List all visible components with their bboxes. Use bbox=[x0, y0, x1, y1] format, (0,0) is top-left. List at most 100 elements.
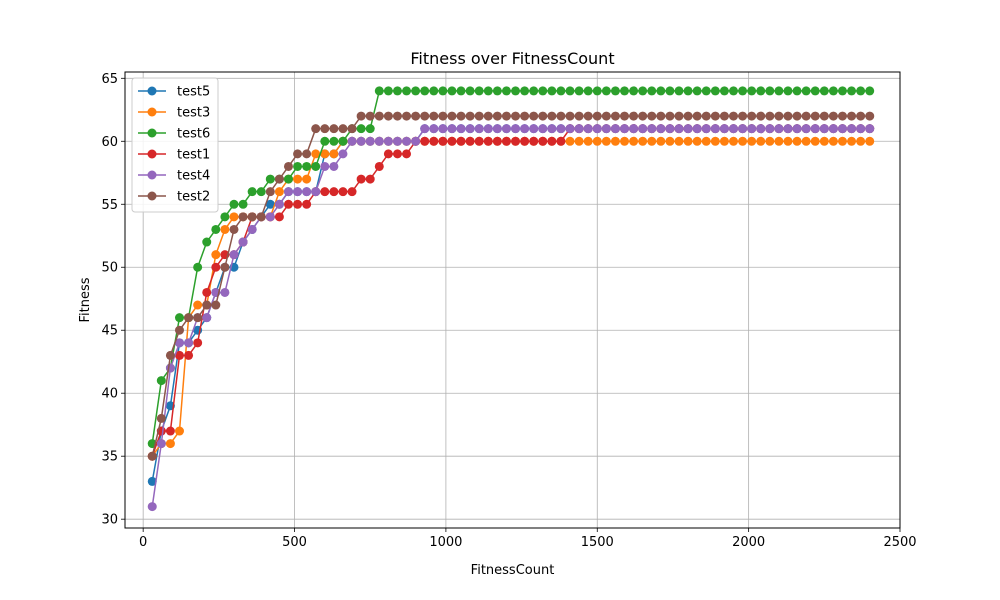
data-point-test1 bbox=[501, 136, 511, 146]
data-point-test6 bbox=[392, 86, 402, 96]
data-point-test3 bbox=[674, 136, 684, 146]
data-point-test6 bbox=[801, 86, 811, 96]
data-point-test6 bbox=[238, 199, 248, 209]
data-point-test1 bbox=[174, 350, 184, 360]
data-point-test4 bbox=[738, 124, 748, 134]
data-point-test6 bbox=[483, 86, 493, 96]
data-point-test3 bbox=[165, 439, 175, 449]
data-point-test6 bbox=[302, 161, 312, 171]
y-tick-label: 55 bbox=[101, 198, 118, 213]
data-point-test6 bbox=[211, 224, 221, 234]
data-point-test3 bbox=[174, 426, 184, 436]
data-point-test3 bbox=[692, 136, 702, 146]
data-point-test2 bbox=[810, 111, 820, 121]
data-point-test4 bbox=[411, 136, 421, 146]
data-point-test4 bbox=[629, 124, 639, 134]
data-point-test6 bbox=[647, 86, 657, 96]
data-point-test2 bbox=[710, 111, 720, 121]
data-point-test3 bbox=[774, 136, 784, 146]
data-point-test4 bbox=[747, 124, 757, 134]
data-point-test1 bbox=[356, 174, 366, 184]
data-point-test2 bbox=[147, 451, 157, 461]
data-point-test1 bbox=[347, 187, 357, 197]
legend-label: test2 bbox=[177, 190, 210, 205]
data-point-test2 bbox=[592, 111, 602, 121]
data-point-test4 bbox=[274, 199, 284, 209]
data-point-test4 bbox=[520, 124, 530, 134]
data-point-test1 bbox=[420, 136, 430, 146]
data-point-test3 bbox=[701, 136, 711, 146]
data-point-test2 bbox=[465, 111, 475, 121]
data-point-test6 bbox=[728, 86, 738, 96]
data-point-test5 bbox=[265, 199, 275, 209]
data-point-test2 bbox=[392, 111, 402, 121]
data-point-test3 bbox=[620, 136, 630, 146]
data-point-test6 bbox=[656, 86, 666, 96]
data-point-test6 bbox=[429, 86, 439, 96]
data-point-test1 bbox=[529, 136, 539, 146]
data-point-test4 bbox=[174, 338, 184, 348]
data-point-test4 bbox=[565, 124, 575, 134]
grid bbox=[125, 72, 901, 528]
data-point-test2 bbox=[374, 111, 384, 121]
x-tick-label: 1500 bbox=[581, 535, 614, 550]
data-point-test3 bbox=[229, 212, 239, 222]
data-point-test2 bbox=[765, 111, 775, 121]
data-point-test4 bbox=[302, 187, 312, 197]
data-point-test4 bbox=[438, 124, 448, 134]
y-tick-label: 60 bbox=[101, 135, 118, 150]
y-tick-label: 30 bbox=[101, 513, 118, 528]
data-point-test6 bbox=[592, 86, 602, 96]
data-point-test3 bbox=[601, 136, 611, 146]
data-point-test2 bbox=[538, 111, 548, 121]
data-point-test3 bbox=[592, 136, 602, 146]
data-point-test1 bbox=[283, 199, 293, 209]
data-point-test2 bbox=[638, 111, 648, 121]
data-point-test4 bbox=[320, 161, 330, 171]
data-point-test2 bbox=[583, 111, 593, 121]
data-point-test6 bbox=[620, 86, 630, 96]
data-point-test2 bbox=[728, 111, 738, 121]
data-point-test1 bbox=[483, 136, 493, 146]
data-point-test6 bbox=[311, 161, 321, 171]
data-point-test6 bbox=[601, 86, 611, 96]
chart-title: Fitness over FitnessCount bbox=[410, 49, 614, 68]
data-point-test6 bbox=[574, 86, 584, 96]
data-point-test2 bbox=[792, 111, 802, 121]
data-point-test6 bbox=[774, 86, 784, 96]
data-point-test6 bbox=[265, 174, 275, 184]
data-point-test4 bbox=[202, 313, 212, 323]
data-point-test4 bbox=[474, 124, 484, 134]
data-point-test6 bbox=[819, 86, 829, 96]
data-point-test2 bbox=[383, 111, 393, 121]
data-point-test6 bbox=[856, 86, 866, 96]
data-point-test2 bbox=[193, 313, 203, 323]
data-point-test6 bbox=[383, 86, 393, 96]
y-tick-label: 35 bbox=[101, 450, 118, 465]
data-point-test2 bbox=[474, 111, 484, 121]
data-point-test1 bbox=[429, 136, 439, 146]
data-point-test4 bbox=[538, 124, 548, 134]
data-point-test4 bbox=[856, 124, 866, 134]
data-point-test3 bbox=[638, 136, 648, 146]
data-point-test2 bbox=[674, 111, 684, 121]
data-point-test6 bbox=[837, 86, 847, 96]
data-point-test4 bbox=[610, 124, 620, 134]
legend-marker bbox=[147, 170, 157, 180]
data-point-test2 bbox=[356, 111, 366, 121]
data-point-test2 bbox=[483, 111, 493, 121]
data-point-test4 bbox=[837, 124, 847, 134]
data-point-test1 bbox=[402, 149, 412, 159]
data-point-test4 bbox=[293, 187, 303, 197]
legend-label: test3 bbox=[177, 106, 210, 121]
data-point-test4 bbox=[465, 124, 475, 134]
legend-marker bbox=[147, 191, 157, 201]
data-point-test6 bbox=[810, 86, 820, 96]
data-point-test2 bbox=[610, 111, 620, 121]
data-point-test3 bbox=[220, 224, 230, 234]
data-point-test3 bbox=[610, 136, 620, 146]
data-point-test3 bbox=[574, 136, 584, 146]
data-point-test4 bbox=[728, 124, 738, 134]
x-tick-label: 1000 bbox=[429, 535, 462, 550]
data-point-test6 bbox=[529, 86, 539, 96]
